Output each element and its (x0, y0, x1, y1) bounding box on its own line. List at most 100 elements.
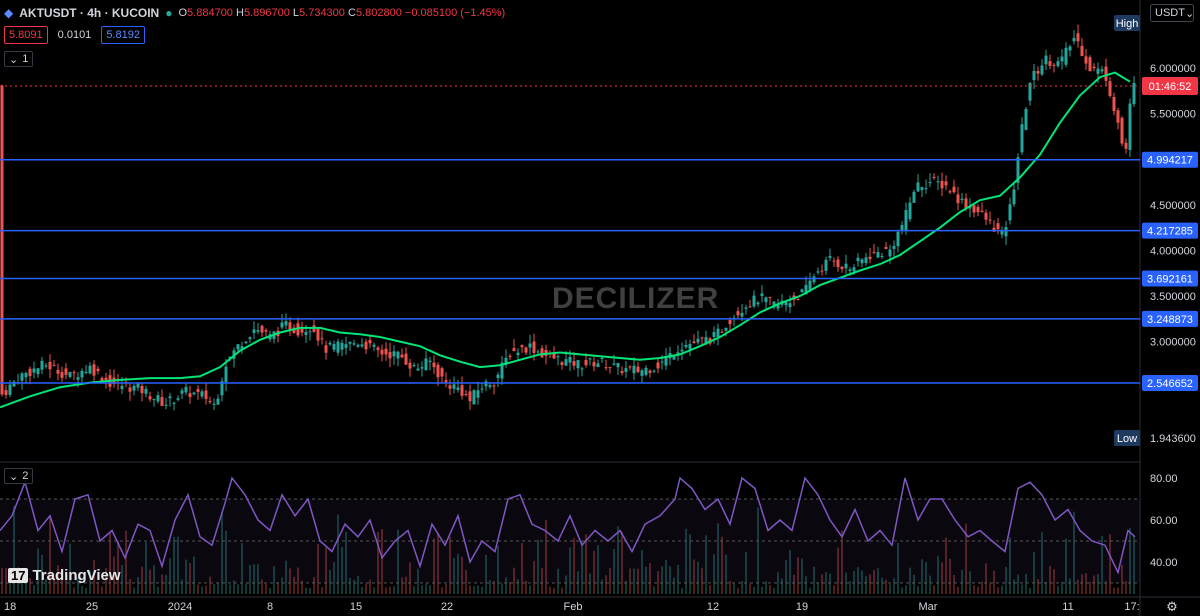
candle (216, 398, 220, 405)
volume-bar (717, 523, 719, 594)
candle (1076, 33, 1080, 42)
volume-bar (249, 565, 251, 594)
candle (224, 366, 228, 383)
volume-bar (709, 585, 711, 594)
candle (324, 345, 328, 353)
volume-bar (441, 587, 443, 594)
currency-select[interactable]: USDT ⌄ (1150, 4, 1194, 22)
volume-bar (77, 576, 79, 594)
volume-bar (289, 568, 291, 594)
volume-bar (733, 583, 735, 594)
candle (8, 384, 12, 395)
rsi-tick-label: 60.00 (1150, 515, 1178, 527)
candle (368, 339, 372, 344)
candle (896, 231, 900, 247)
candle (860, 259, 864, 264)
candle (816, 271, 820, 273)
volume-bar (113, 556, 115, 594)
candle (704, 337, 708, 345)
low-label: Low (1117, 433, 1137, 445)
candle (912, 191, 916, 203)
volume-bar (101, 586, 103, 594)
volume-bar (593, 550, 595, 594)
volume-bar (453, 557, 455, 594)
sell-price-button[interactable]: 5.8091 (4, 26, 48, 44)
chart-header: ◆ AKTUSDT · 4h · KUCOIN ● O5.884700 H5.8… (4, 4, 505, 22)
volume-bar (353, 579, 355, 594)
candle (632, 365, 636, 374)
candle (432, 362, 436, 368)
candle (944, 181, 948, 186)
volume-bar (533, 560, 535, 594)
volume-bar (57, 565, 59, 594)
volume-bar (473, 586, 475, 594)
volume-bar (529, 585, 531, 594)
candle (488, 385, 492, 388)
candle (496, 374, 500, 378)
candle (652, 370, 656, 372)
candle (640, 370, 644, 376)
candle (516, 352, 520, 356)
volume-bar (769, 585, 771, 594)
candle (284, 321, 288, 326)
volume-bar (609, 568, 611, 594)
volume-bar (229, 584, 231, 594)
volume-bar (293, 576, 295, 594)
candle (48, 361, 52, 370)
volume-bar (793, 574, 795, 594)
level-label-box (1142, 222, 1198, 239)
volume-bar (953, 574, 955, 594)
indicator-toggle-main[interactable]: ⌄ 1 (4, 51, 34, 67)
volume-bar (257, 564, 259, 594)
candle (712, 332, 716, 337)
volume-bar (1101, 536, 1103, 594)
volume-bar (65, 579, 67, 594)
candle (504, 357, 508, 365)
volume-bar (629, 568, 631, 594)
volume-bar (701, 567, 703, 594)
candle (196, 389, 200, 392)
volume-bar (105, 567, 107, 594)
candle (388, 351, 392, 359)
symbol-title[interactable]: AKTUSDT · 4h · KUCOIN (19, 6, 160, 20)
buy-price-button[interactable]: 5.8192 (101, 26, 145, 44)
volume-bar (313, 577, 315, 594)
candle (332, 344, 336, 350)
time-tick-label: Mar (919, 601, 938, 613)
candle (676, 352, 680, 355)
chevron-down-icon: ⌄ (9, 470, 19, 483)
candle (244, 341, 248, 343)
candle (840, 266, 844, 269)
gear-icon[interactable]: ⚙ (1166, 600, 1178, 615)
volume-bar (213, 583, 215, 594)
volume-bar (573, 538, 575, 594)
volume-bar (997, 587, 999, 594)
volume-bar (385, 587, 387, 594)
volume-bar (197, 584, 199, 594)
candle (380, 349, 384, 355)
rsi-line[interactable] (0, 476, 1136, 575)
low-value-label: 1.943600 (1150, 433, 1196, 445)
volume-bar (153, 565, 155, 594)
volume-bar (489, 580, 491, 594)
volume-bar (789, 549, 791, 594)
candle (1072, 37, 1076, 42)
moving-average-line[interactable] (0, 71, 1131, 409)
volume-bar (1013, 579, 1015, 594)
candle (592, 362, 596, 367)
candle (168, 396, 172, 399)
volume-bar (669, 566, 671, 594)
volume-bar (621, 531, 623, 594)
candle (468, 391, 472, 402)
volume-bar (185, 559, 187, 594)
indicator-toggle-rsi[interactable]: ⌄ 2 (4, 468, 34, 484)
candle (424, 358, 428, 371)
candle (968, 206, 972, 209)
candle (60, 372, 64, 378)
candle (172, 402, 176, 404)
volume-bar (1105, 581, 1107, 594)
candle (832, 260, 836, 262)
candle (144, 388, 148, 394)
volume-bar (913, 574, 915, 594)
